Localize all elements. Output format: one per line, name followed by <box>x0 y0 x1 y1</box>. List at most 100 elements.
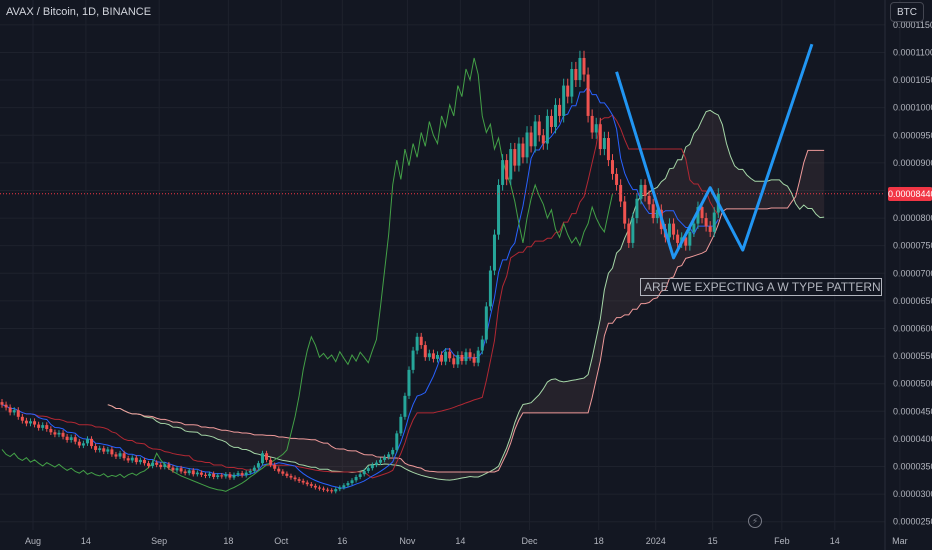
currency-button[interactable]: BTC <box>890 2 924 22</box>
candle-body <box>252 467 256 471</box>
candle-body <box>602 138 606 150</box>
y-tick-label: 0.00009500 <box>893 130 932 140</box>
lightning-icon[interactable]: ⚡ <box>748 514 762 528</box>
candle-body <box>236 473 240 475</box>
candle-body <box>232 474 236 478</box>
candle-body <box>313 485 317 488</box>
y-tick-label: 0.00006000 <box>893 323 932 333</box>
candle-body <box>228 474 232 478</box>
candle-body <box>73 437 77 442</box>
candle-body <box>297 479 301 481</box>
candle-body <box>440 354 444 362</box>
candle-body <box>383 457 387 460</box>
candle-body <box>635 198 639 219</box>
candle-body <box>199 472 203 475</box>
candle-body <box>212 473 216 477</box>
candle-body <box>285 473 289 476</box>
candle-body <box>69 437 73 441</box>
candle-body <box>712 212 716 232</box>
x-tick-label: Feb <box>774 536 790 546</box>
candle-body <box>326 489 330 491</box>
candle-body <box>464 352 468 362</box>
candle-body <box>45 425 49 429</box>
candle-body <box>77 441 81 446</box>
y-tick-label: 0.00005000 <box>893 379 932 389</box>
candle-body <box>399 416 403 434</box>
candle-body <box>623 201 627 224</box>
candle-body <box>208 473 212 476</box>
candle-body <box>586 74 590 116</box>
y-tick-label: 0.00003500 <box>893 462 932 472</box>
candle-body <box>497 184 501 235</box>
candle-body <box>582 57 586 75</box>
candle-body <box>53 432 57 435</box>
conversion-line <box>1 85 719 489</box>
candle-body <box>456 354 460 365</box>
candle-body <box>334 489 338 492</box>
candle-body <box>358 474 362 477</box>
candle-body <box>122 453 126 459</box>
candle-body <box>574 69 578 81</box>
candle-body <box>501 160 505 185</box>
candle-body <box>537 121 541 136</box>
candle-body <box>12 410 16 413</box>
candle-body <box>65 436 69 441</box>
x-tick-label: 15 <box>708 536 718 546</box>
candle-body <box>81 443 85 446</box>
candle-body <box>631 218 635 243</box>
x-tick-label: 14 <box>455 536 465 546</box>
candle-body <box>427 353 431 358</box>
candle-body <box>102 448 106 452</box>
candle-body <box>354 477 358 481</box>
candle-body <box>20 416 24 421</box>
candle-body <box>468 352 472 358</box>
candle-body <box>309 484 313 486</box>
x-tick-label: 18 <box>594 536 604 546</box>
candle-body <box>472 357 476 363</box>
chart-title: AVAX / Bitcoin, 1D, BINANCE <box>6 6 152 18</box>
w-pattern-drawing[interactable] <box>615 43 814 260</box>
y-tick-label: 0.00004500 <box>893 406 932 416</box>
candle-body <box>688 231 692 246</box>
candle-body <box>342 485 346 488</box>
candle-body <box>281 471 285 474</box>
candle-body <box>98 448 102 450</box>
candle-body <box>423 345 427 358</box>
candle-body <box>639 184 643 199</box>
candle-body <box>350 480 354 484</box>
candle-body <box>41 425 45 428</box>
candle-body <box>374 462 378 465</box>
candle-body <box>61 432 65 437</box>
y-tick-label: 0.00007000 <box>893 268 932 278</box>
candle-body <box>195 472 199 475</box>
candle-body <box>558 104 562 116</box>
candle-body <box>513 149 517 166</box>
candle-body <box>110 449 114 455</box>
candle-body <box>301 480 305 483</box>
x-tick-label: 2024 <box>646 536 666 546</box>
candle-body <box>317 487 321 489</box>
candle-body <box>619 184 623 202</box>
candle-body <box>692 223 696 232</box>
candle-body <box>85 438 89 444</box>
candle-body <box>566 85 570 97</box>
x-tick-label: Aug <box>25 536 41 546</box>
candle-body <box>590 115 594 133</box>
candle-body <box>562 85 566 116</box>
candle-body <box>183 471 187 474</box>
x-tick-label: Mar <box>892 536 908 546</box>
candle-body <box>204 474 207 476</box>
candle-body <box>269 459 273 465</box>
candle-body <box>362 470 366 475</box>
candle-body <box>647 195 651 205</box>
pattern-annotation-text[interactable]: ARE WE EXPECTING A W TYPE PATTERN <box>640 278 882 296</box>
candle-body <box>554 104 558 127</box>
candle-body <box>4 404 8 408</box>
candle-body <box>492 234 496 271</box>
candle-body <box>549 115 553 127</box>
candle-body <box>667 223 671 238</box>
candle-body <box>643 184 647 196</box>
candle-body <box>708 226 712 232</box>
candle-body <box>289 475 293 478</box>
